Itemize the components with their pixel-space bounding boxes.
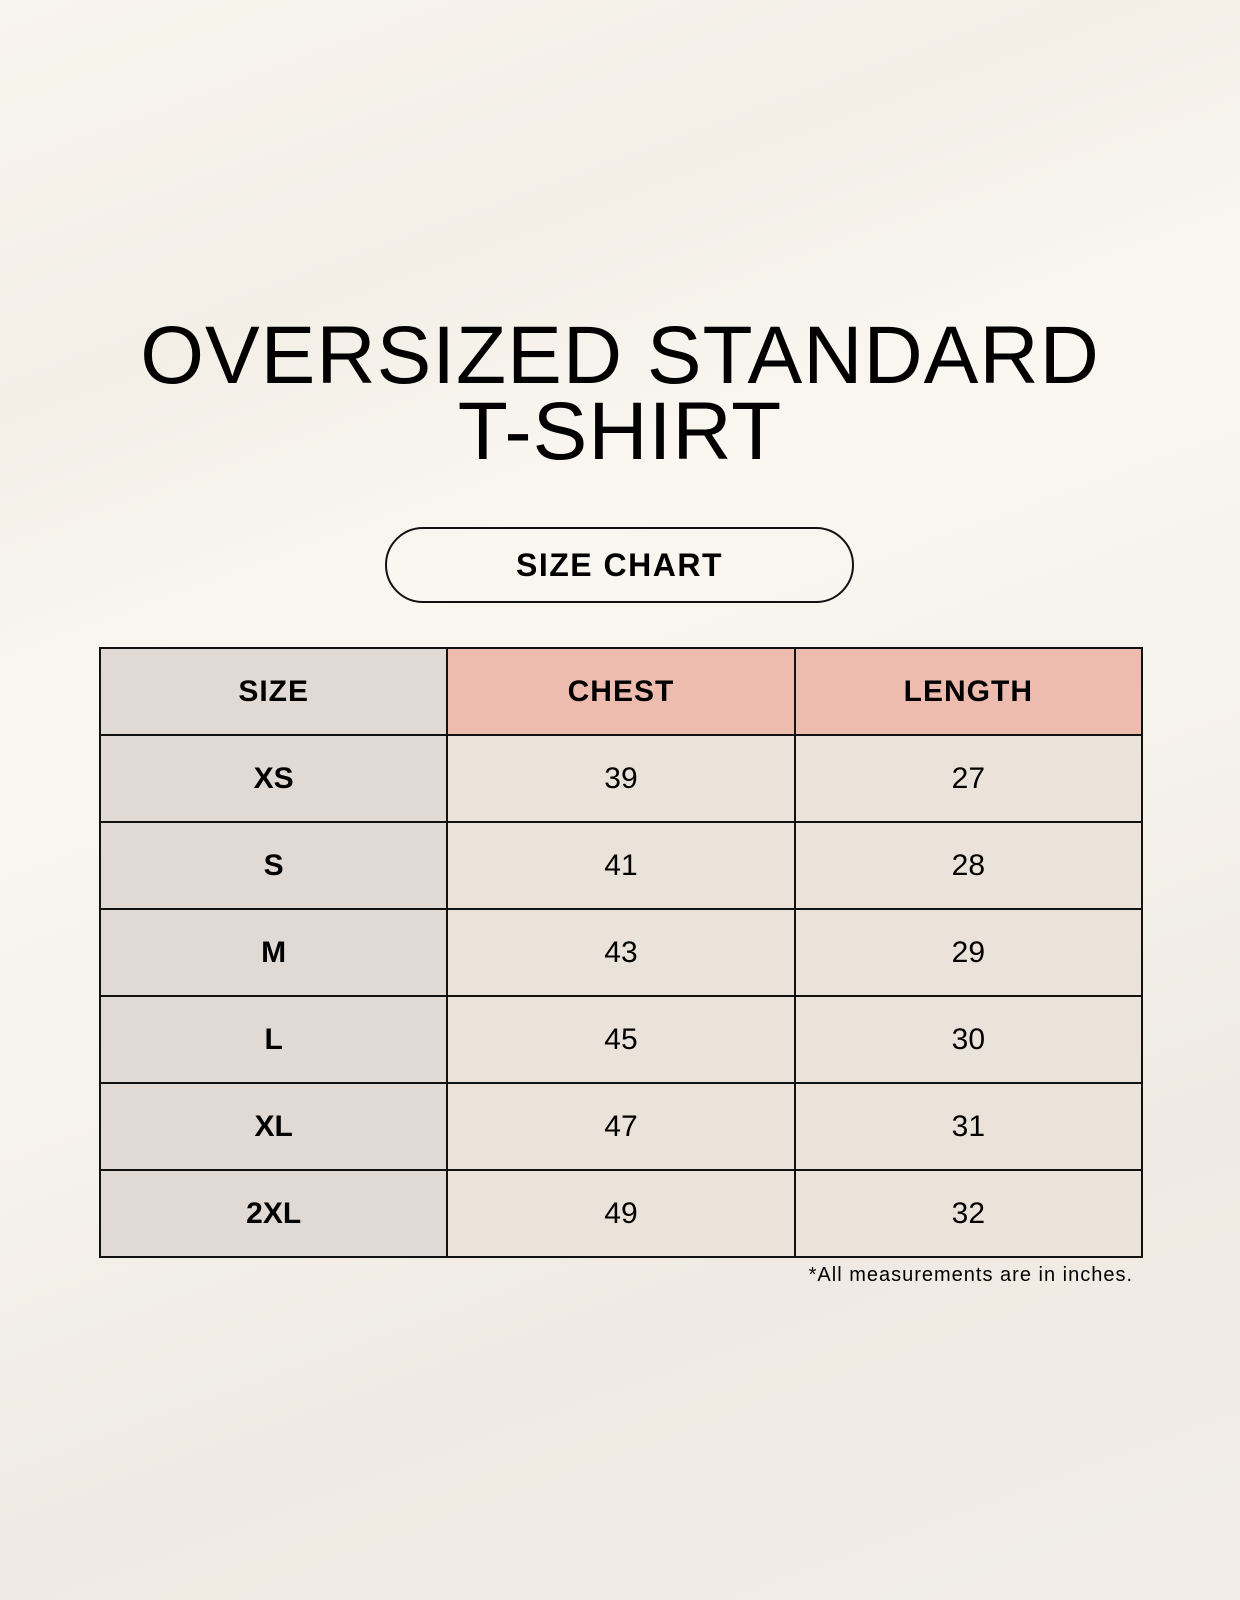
table-header-row: SIZE CHEST LENGTH bbox=[98, 647, 1144, 736]
table-row: S 41 28 bbox=[98, 821, 1144, 910]
title-line-2: T-SHIRT bbox=[457, 386, 783, 477]
cell-length: 28 bbox=[793, 821, 1144, 910]
table-row: M 43 29 bbox=[98, 908, 1144, 997]
title-line-1: OVERSIZED STANDARD bbox=[140, 310, 1100, 401]
footnote: *All measurements are in inches. bbox=[808, 1264, 1133, 1286]
page-title: OVERSIZED STANDARD T-SHIRT bbox=[0, 310, 1240, 477]
cell-size: M bbox=[98, 908, 449, 997]
table-row: 2XL 49 32 bbox=[98, 1169, 1144, 1258]
size-table: SIZE CHEST LENGTH XS 39 27 S 41 28 M 43 29 L 45 30 X… bbox=[98, 647, 1144, 1258]
cell-chest: 41 bbox=[446, 821, 796, 910]
size-chart-badge: SIZE CHART bbox=[385, 527, 854, 603]
cell-length: 32 bbox=[793, 1169, 1144, 1258]
cell-length: 31 bbox=[793, 1082, 1144, 1171]
cell-size: L bbox=[98, 995, 449, 1084]
cell-chest: 45 bbox=[446, 995, 796, 1084]
cell-size: 2XL bbox=[98, 1169, 449, 1258]
cell-size: XS bbox=[98, 734, 449, 823]
cell-length: 30 bbox=[793, 995, 1144, 1084]
cell-length: 29 bbox=[793, 908, 1144, 997]
header-chest: CHEST bbox=[446, 647, 796, 736]
table-row: XS 39 27 bbox=[98, 734, 1144, 823]
cell-chest: 47 bbox=[446, 1082, 796, 1171]
cell-chest: 49 bbox=[446, 1169, 796, 1258]
cell-chest: 39 bbox=[446, 734, 796, 823]
header-length: LENGTH bbox=[793, 647, 1144, 736]
cell-chest: 43 bbox=[446, 908, 796, 997]
cell-size: S bbox=[98, 821, 449, 910]
table-row: XL 47 31 bbox=[98, 1082, 1144, 1171]
cell-length: 27 bbox=[793, 734, 1144, 823]
cell-size: XL bbox=[98, 1082, 449, 1171]
header-size: SIZE bbox=[98, 647, 449, 736]
table-row: L 45 30 bbox=[98, 995, 1144, 1084]
